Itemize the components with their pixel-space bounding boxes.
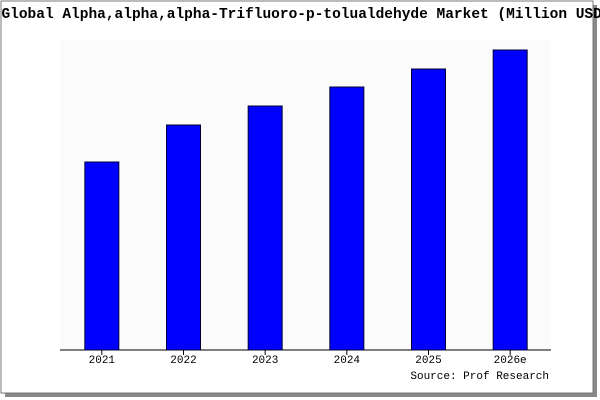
x-tick-label: 2026e	[494, 355, 527, 367]
x-tick-label: 2022	[170, 355, 196, 367]
x-tick-label: 2024	[334, 355, 361, 367]
bar	[411, 68, 446, 351]
plot-area	[60, 40, 551, 350]
bar	[247, 105, 283, 351]
source-note: Source: Prof Research	[410, 371, 549, 383]
x-tick-label: 2023	[252, 355, 278, 367]
chart-title: Global Alpha,alpha,alpha-Trifluoro-p-tol…	[1, 7, 600, 23]
x-tick-label: 2025	[415, 355, 441, 367]
bar	[492, 49, 528, 351]
bar	[166, 124, 201, 351]
bar	[329, 86, 365, 351]
bar	[84, 161, 120, 351]
x-tick-label: 2021	[89, 355, 116, 367]
